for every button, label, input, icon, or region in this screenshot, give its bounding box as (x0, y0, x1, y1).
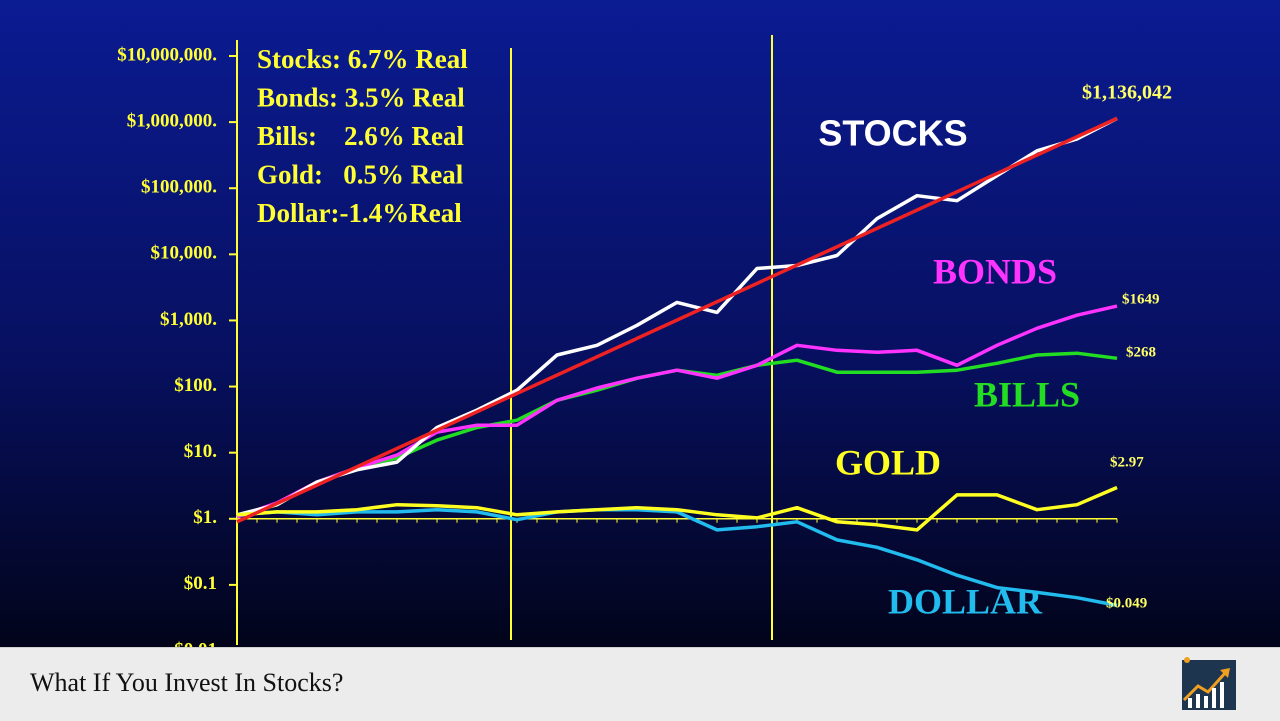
series-line (236, 507, 1118, 608)
value-label: $1649 (1122, 291, 1160, 307)
value-label: $1,136,042 (1082, 82, 1172, 104)
series-label: DOLLAR (888, 581, 1043, 621)
caption-bar: What If You Invest In Stocks? (0, 647, 1280, 721)
value-label: $268 (1126, 344, 1156, 360)
series-label: BONDS (933, 251, 1057, 291)
y-tick-label: $0.1 (184, 573, 217, 594)
logo-icon (1182, 657, 1236, 710)
series-label: BILLS (974, 374, 1080, 414)
y-tick-label: $0.01 (174, 639, 217, 647)
y-tick-label: $1,000,000. (127, 110, 217, 131)
value-label: $2.97 (1110, 454, 1144, 470)
annotation: Dollar:-1.4%Real (257, 198, 462, 228)
y-tick-label: $1. (193, 507, 217, 528)
annotation: Gold: 0.5% Real (257, 160, 464, 190)
y-tick-label: $10,000,000. (117, 44, 217, 65)
series-line (236, 485, 1118, 532)
y-tick-label: $1,000. (160, 309, 217, 330)
annotation: Bills: 2.6% Real (257, 121, 464, 151)
caption: What If You Invest In Stocks? (30, 668, 344, 697)
y-tick-label: $10,000. (151, 243, 218, 264)
series-label: STOCKS (818, 113, 967, 154)
annotation: Bonds: 3.5% Real (257, 83, 465, 113)
series-line (236, 116, 1118, 517)
series-line (236, 304, 1118, 519)
value-label: $0.049 (1106, 595, 1147, 611)
trend-line (236, 116, 1118, 524)
y-tick-label: $100,000. (141, 177, 217, 198)
y-tick-label: $10. (184, 441, 217, 462)
y-tick-label: $100. (174, 375, 217, 396)
annotation: Stocks: 6.7% Real (257, 44, 468, 74)
chart: $10,000,000. $1,000,000. $100,000. $10,000.… (0, 0, 1280, 647)
series-label: GOLD (835, 442, 941, 482)
